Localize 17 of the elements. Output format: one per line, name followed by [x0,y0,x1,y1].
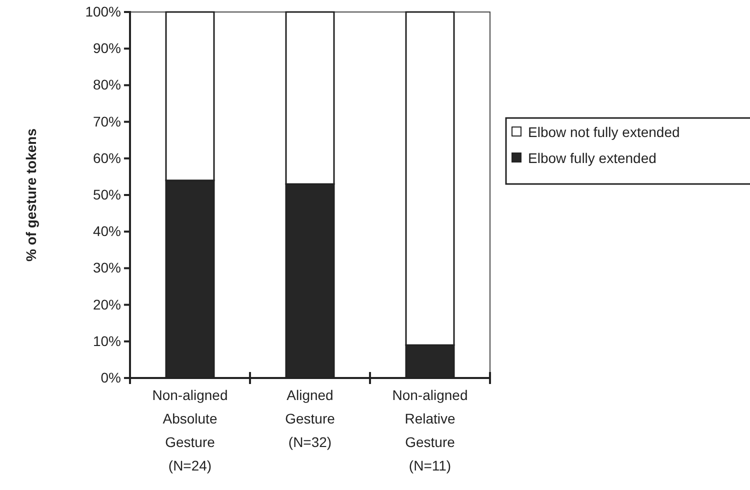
y-tick-label: 40% [92,223,121,240]
x-tick-label: Non-aligned Absolute Gesture (N=24) [152,387,228,474]
x-tick-label: Non-aligned Relative Gesture (N=11) [392,387,468,474]
y-tick-label: 50% [92,186,121,202]
y-tick-label: 10% [92,332,121,349]
y-tick-label: 0% [100,369,121,386]
y-axis-title: % of gesture tokens [23,128,39,262]
y-tick-label: 100% [85,3,121,20]
legend-label: Elbow fully extended [528,150,656,166]
y-tick-label: 30% [92,260,121,276]
y-tick-label: 70% [92,113,121,130]
y-tick-label: 90% [92,40,121,56]
legend-label: Elbow not fully extended [528,124,680,140]
x-tick-label: Aligned Gesture (N=32) [285,387,336,450]
y-tick-label: 80% [92,76,121,93]
y-tick-label: 60% [92,150,121,166]
y-tick-label: 20% [92,296,121,312]
